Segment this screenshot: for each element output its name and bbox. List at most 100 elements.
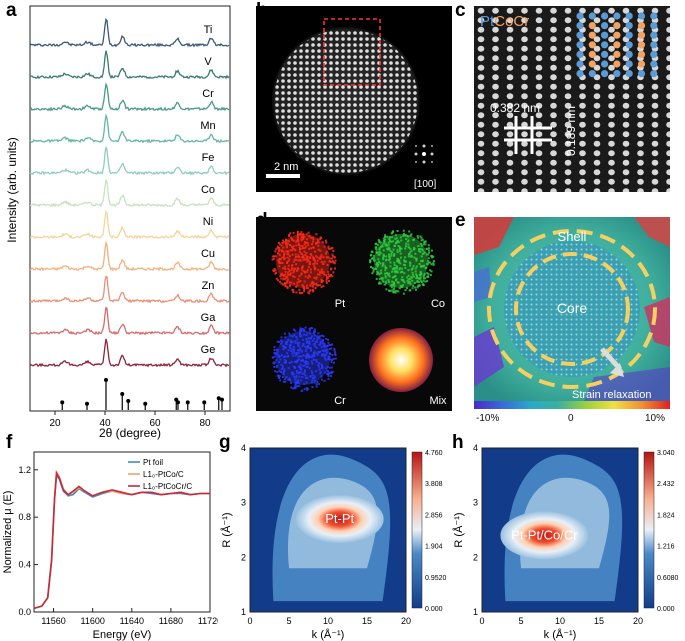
eds-pixel — [308, 274, 311, 277]
eds-pixel — [399, 248, 401, 250]
eds-pixel — [273, 349, 276, 351]
eds-map-particle — [276, 234, 330, 288]
eds-pixel — [292, 373, 295, 376]
eds-pixel — [327, 256, 330, 259]
eds-pixel — [412, 285, 415, 287]
eds-pixel — [276, 351, 279, 354]
reference-stick-head — [85, 401, 89, 406]
wt-x-tick-label: 10 — [555, 616, 565, 626]
eds-pixel — [319, 342, 322, 345]
eds-pixel — [315, 383, 318, 386]
eds-pixel — [295, 374, 298, 377]
xrd-element-label: Ti — [204, 24, 213, 36]
eds-pixel — [426, 272, 429, 275]
eds-pixel — [301, 389, 304, 392]
eds-pixel — [406, 276, 409, 279]
eds-pixel — [312, 283, 315, 286]
eds-pixel — [310, 370, 313, 373]
eds-pixel — [376, 252, 379, 254]
eds-pixel — [310, 356, 313, 359]
eds-pixel — [321, 349, 324, 352]
eds-pixel — [397, 245, 400, 247]
eds-pixel — [295, 269, 298, 272]
eds-pixel — [330, 361, 333, 364]
eds-pixel — [325, 256, 328, 259]
eds-pixel — [315, 385, 318, 388]
eds-pixel — [314, 342, 317, 345]
eds-pixel — [294, 354, 297, 357]
stem-image-panel: 2 nm [100] — [256, 6, 452, 192]
eds-pixel — [295, 258, 298, 261]
eds-pixel — [307, 287, 310, 290]
eds-pixel — [391, 251, 394, 254]
eds-pixel — [301, 267, 303, 269]
eds-pixel — [308, 367, 311, 370]
zoom-region-box — [323, 18, 381, 86]
eds-pixel — [396, 281, 399, 284]
eds-pixel — [402, 263, 405, 266]
eds-pixel — [375, 248, 378, 251]
xrd-element-label: Ge — [201, 344, 216, 356]
eds-pixel — [280, 273, 283, 276]
eds-pixel — [296, 233, 299, 236]
eds-pixel — [400, 278, 403, 281]
eds-pixel — [278, 262, 281, 265]
eds-pixel — [417, 277, 420, 280]
eds-pixel — [420, 260, 422, 263]
eds-pixel — [294, 378, 297, 381]
eds-pixel — [296, 281, 299, 284]
eds-pixel — [402, 229, 405, 232]
eds-pixel — [369, 254, 372, 257]
eds-pixel — [274, 269, 277, 272]
eds-pixel — [327, 273, 330, 276]
atom-marker — [650, 70, 658, 78]
eds-pixel — [303, 333, 306, 336]
eds-pixel — [302, 233, 305, 236]
eds-pixel — [313, 376, 316, 379]
eds-pixel — [375, 277, 378, 280]
eds-pixel — [398, 287, 401, 290]
eds-pixel — [404, 256, 406, 259]
eds-pixel — [294, 381, 297, 384]
eds-pixel — [289, 244, 291, 246]
eds-pixel — [297, 343, 300, 346]
eds-pixel — [378, 248, 381, 251]
eds-pixel — [399, 252, 402, 255]
wt-y-tick-label: 3 — [473, 498, 478, 508]
eds-pixel — [405, 242, 408, 245]
eds-pixel — [312, 290, 315, 293]
eds-pixel — [287, 267, 290, 270]
eds-pixel — [384, 234, 387, 237]
eds-pixel — [272, 257, 275, 260]
eds-pixel — [416, 286, 419, 289]
eds-pixel — [388, 239, 391, 242]
eds-pixel — [316, 336, 319, 339]
eds-pixel — [393, 270, 396, 273]
eds-pixel — [288, 285, 291, 288]
eds-pixel — [308, 332, 311, 335]
eds-pixel — [381, 245, 384, 248]
eds-pixel — [331, 253, 334, 256]
eds-pixel — [422, 275, 425, 278]
eds-pixel — [313, 351, 315, 354]
eds-pixel — [273, 355, 276, 358]
eds-pixel — [311, 327, 314, 330]
eds-pixel — [288, 345, 291, 348]
eds-pixel — [292, 275, 295, 278]
legend-pt: Pt — [480, 13, 495, 30]
eds-pixel — [330, 247, 333, 250]
eds-pixel — [418, 262, 421, 265]
eds-pixel — [398, 246, 401, 249]
eds-pixel — [299, 259, 302, 262]
eds-pixel — [382, 258, 385, 261]
eds-pixel — [376, 273, 379, 276]
xrd-x-tick-label: 80 — [199, 418, 211, 429]
eds-pixel — [389, 257, 391, 260]
eds-pixel — [290, 246, 293, 249]
eds-pixel — [419, 250, 422, 253]
eds-pixel — [406, 240, 409, 243]
atom-marker — [625, 70, 633, 78]
eds-pixel — [334, 357, 337, 360]
eds-pixel — [277, 259, 280, 262]
eds-pixel — [372, 270, 375, 273]
